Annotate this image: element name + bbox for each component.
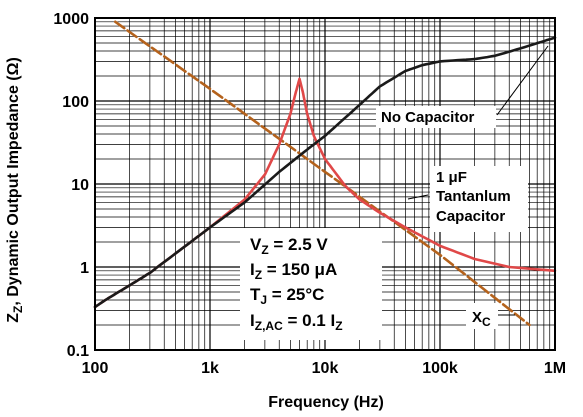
xc-label-bg — [466, 303, 498, 329]
tantalum-label-line1: 1 μF — [436, 169, 467, 186]
no-capacitor-label: No Capacitor — [381, 109, 475, 126]
condition-izac: IZ,AC = 0.1 IZ — [250, 311, 343, 333]
tantalum-label-bg — [430, 166, 528, 232]
no-capacitor-label-bg — [376, 106, 496, 128]
plot-frame — [94, 17, 556, 351]
xc-label: XC — [472, 309, 491, 329]
annotation-leaders — [407, 45, 549, 316]
condition-vz: VZ = 2.5 V — [250, 235, 328, 257]
y-tick-label: 0.1 — [67, 343, 89, 360]
tantalum-label-line3: Capacitor — [436, 208, 505, 225]
x-axis-title: Frequency (Hz) — [268, 394, 384, 411]
y-tick-label: 1 — [80, 260, 89, 277]
conditions-box — [240, 228, 382, 340]
x-tick-label: 100 — [82, 360, 109, 377]
y-tick-label: 10 — [71, 177, 89, 194]
y-tick-label: 1000 — [53, 11, 89, 28]
x-tick-label: 1k — [201, 360, 219, 377]
series-line-xc — [114, 20, 531, 327]
x-tick-label: 10k — [312, 360, 339, 377]
tick-labels: 100 1k 10k 100k 1M 0.1 1 10 100 1000 — [53, 11, 566, 377]
series-line-nocap — [93, 36, 557, 309]
y-tick-label: 100 — [62, 94, 89, 111]
tantalum-label-line2: Tantanlum — [436, 188, 511, 205]
condition-tj: TJ = 25°C — [250, 285, 324, 307]
series-layer — [93, 20, 557, 327]
x-tick-label: 1M — [544, 360, 566, 377]
condition-iz: IZ = 150 μA — [250, 260, 337, 282]
y-axis-title: ZZ, Dynamic Output Impedance (Ω) — [5, 57, 25, 323]
x-tick-label: 100k — [422, 360, 458, 377]
